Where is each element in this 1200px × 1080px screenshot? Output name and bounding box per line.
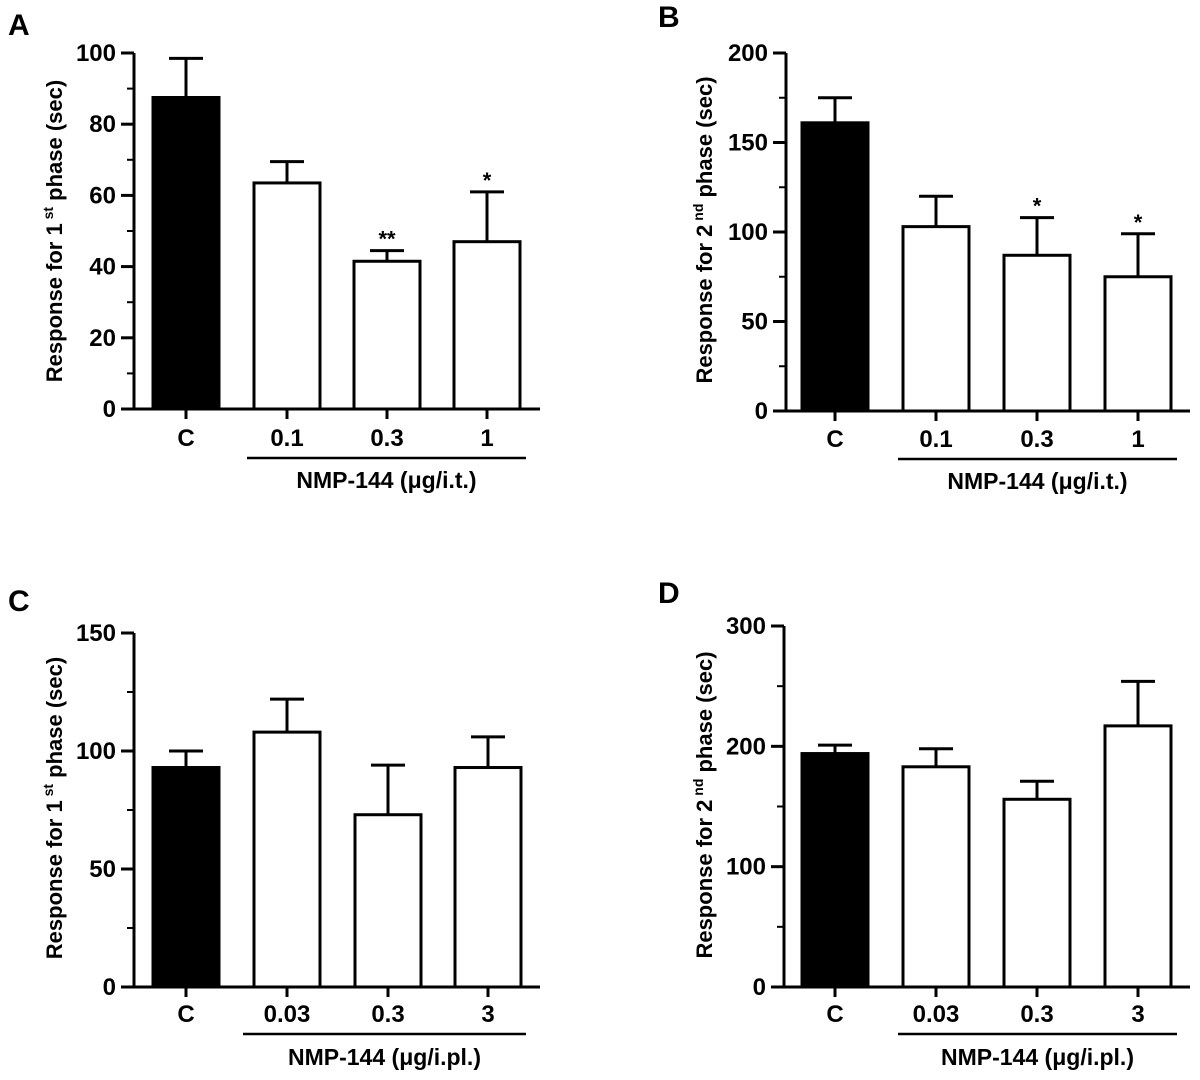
panel-c: C 0 50 100 150 Response for 1 st phase (sec) C… (8, 585, 540, 1070)
y-tick-label: 150 (76, 620, 116, 647)
y-tick-label: 50 (741, 309, 768, 336)
bar-0.1 (252, 181, 322, 411)
bar-C (151, 766, 221, 989)
panel-letter: D (658, 577, 680, 610)
panel-d: D 0 100 200 300 Response for 2 nd phase (sec)… (658, 577, 1190, 1070)
x-tick-label: 0.03 (264, 1001, 311, 1028)
bar-0.3 (1002, 797, 1072, 989)
panel-b: B 0 50 100 150 200 Response for 2 nd phase (se… (658, 1, 1190, 494)
y-tick-label: 100 (76, 738, 116, 765)
bar-1 (452, 240, 522, 411)
y-tick-label: 100 (76, 40, 116, 67)
x-tick-label: 0.3 (371, 1001, 404, 1028)
x-tick-label: 3 (1131, 1001, 1144, 1028)
significance-marker: * (1134, 210, 1143, 235)
y-tick-label: 0 (753, 974, 766, 1001)
panel-a: A 0 20 40 60 80 100 Response for 1 st phase (se… (8, 9, 540, 493)
y-tick-label: 100 (728, 219, 768, 246)
x-tick-label: 0.3 (1020, 426, 1053, 453)
x-tick-label: C (826, 426, 843, 453)
bar-0.1 (901, 225, 971, 413)
x-tick-label: 1 (1131, 426, 1144, 453)
x-tick-label: C (177, 1001, 194, 1028)
bar-C (800, 752, 870, 989)
y-tick-label: 20 (89, 325, 116, 352)
x-tick-label: 0.03 (913, 1001, 960, 1028)
bar-1 (1103, 275, 1173, 413)
y-tick-label: 0 (103, 974, 116, 1001)
y-tick-label: 80 (89, 111, 116, 138)
x-tick-label: 0.3 (370, 425, 403, 452)
bar-0.3 (353, 813, 423, 989)
bar-3 (453, 766, 523, 989)
bar-C (800, 121, 870, 413)
y-tick-label: 60 (89, 182, 116, 209)
x-tick-label: C (826, 1001, 843, 1028)
panel-letter: B (658, 1, 680, 34)
x-axis-group-label: NMP-144 (μg/i.pl.) (941, 1044, 1134, 1070)
x-tick-label: C (177, 425, 194, 452)
y-tick-label: 100 (726, 854, 766, 881)
bar-3 (1103, 724, 1173, 989)
bar-0.3 (352, 259, 422, 411)
y-tick-label: 150 (728, 130, 768, 157)
x-tick-label: 3 (481, 1001, 494, 1028)
bar-0.03 (252, 730, 322, 989)
x-axis-group-label: NMP-144 (μg/i.t.) (947, 468, 1127, 494)
panel-letter: A (8, 9, 30, 42)
x-axis-group-label: NMP-144 (μg/i.pl.) (288, 1044, 481, 1070)
y-tick-label: 40 (89, 254, 116, 281)
y-axis-title: Response for 1 st phase (sec) (40, 80, 67, 382)
x-axis-group-label: NMP-144 (μg/i.t.) (296, 467, 476, 493)
panel-letter: C (8, 585, 30, 618)
bar-C (151, 96, 221, 411)
x-tick-label: 0.1 (919, 426, 952, 453)
significance-marker: ** (378, 227, 396, 252)
y-tick-label: 50 (89, 856, 116, 883)
y-tick-label: 200 (728, 40, 768, 67)
y-tick-label: 0 (103, 396, 116, 423)
y-tick-label: 0 (755, 398, 768, 425)
x-tick-label: 0.3 (1020, 1001, 1053, 1028)
significance-marker: * (483, 168, 492, 193)
y-tick-label: 200 (726, 733, 766, 760)
y-axis-title: Response for 2 nd phase (sec) (690, 76, 717, 383)
x-tick-label: 0.1 (270, 425, 303, 452)
bar-0.3 (1002, 253, 1072, 413)
y-axis-title: Response for 1 st phase (sec) (40, 657, 67, 959)
y-tick-label: 300 (726, 613, 766, 640)
significance-marker: * (1033, 194, 1042, 219)
x-tick-label: 1 (480, 425, 493, 452)
y-axis-title: Response for 2 nd phase (sec) (690, 651, 717, 958)
bar-0.03 (901, 765, 971, 989)
